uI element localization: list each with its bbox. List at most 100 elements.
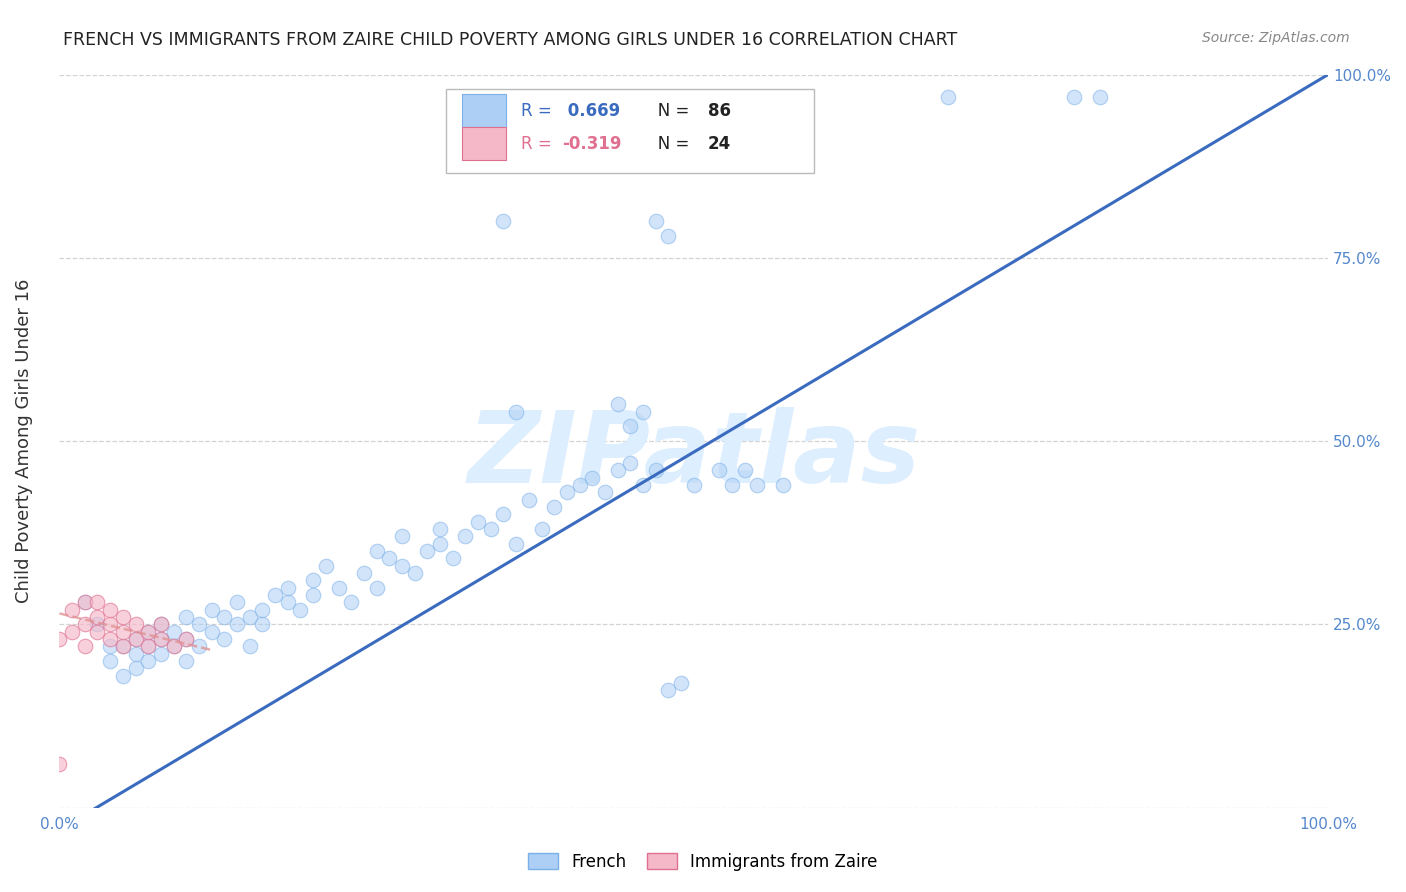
Text: FRENCH VS IMMIGRANTS FROM ZAIRE CHILD POVERTY AMONG GIRLS UNDER 16 CORRELATION C: FRENCH VS IMMIGRANTS FROM ZAIRE CHILD PO…: [63, 31, 957, 49]
Point: [264, 588, 287, 602]
Point: [136, 640, 159, 654]
Point: [201, 603, 224, 617]
Point: [136, 654, 159, 668]
Point: [124, 647, 146, 661]
Point: [111, 640, 134, 654]
Point: [60, 624, 83, 639]
Point: [136, 624, 159, 639]
Point: [721, 478, 744, 492]
Point: [479, 522, 502, 536]
FancyBboxPatch shape: [461, 95, 506, 128]
Point: [429, 522, 451, 536]
Point: [98, 654, 121, 668]
Point: [73, 617, 96, 632]
Point: [454, 529, 477, 543]
Point: [682, 478, 704, 492]
Point: [149, 632, 172, 646]
Point: [555, 485, 578, 500]
Point: [124, 661, 146, 675]
Point: [124, 632, 146, 646]
Point: [86, 624, 108, 639]
Point: [86, 610, 108, 624]
Point: [226, 617, 249, 632]
Point: [149, 617, 172, 632]
Point: [1063, 89, 1085, 103]
Point: [441, 551, 464, 566]
Point: [353, 566, 375, 580]
Point: [111, 624, 134, 639]
Point: [201, 624, 224, 639]
Point: [136, 624, 159, 639]
Point: [60, 603, 83, 617]
Point: [174, 654, 197, 668]
Point: [619, 419, 641, 434]
Point: [174, 632, 197, 646]
Point: [302, 574, 325, 588]
Point: [277, 581, 299, 595]
Point: [73, 640, 96, 654]
Point: [606, 463, 628, 477]
Point: [747, 478, 769, 492]
Text: N =: N =: [641, 102, 695, 120]
Point: [429, 537, 451, 551]
Text: 86: 86: [707, 102, 731, 120]
Point: [98, 640, 121, 654]
Point: [111, 610, 134, 624]
Point: [378, 551, 401, 566]
Point: [669, 676, 692, 690]
Point: [619, 456, 641, 470]
Point: [162, 640, 184, 654]
Point: [98, 603, 121, 617]
Point: [568, 478, 591, 492]
Point: [239, 610, 262, 624]
Point: [48, 632, 70, 646]
Point: [391, 529, 413, 543]
Point: [290, 603, 312, 617]
Point: [252, 617, 274, 632]
Point: [657, 683, 679, 698]
Point: [136, 640, 159, 654]
Point: [48, 756, 70, 771]
Point: [174, 632, 197, 646]
Y-axis label: Child Poverty Among Girls Under 16: Child Poverty Among Girls Under 16: [15, 279, 32, 603]
Point: [734, 463, 756, 477]
Point: [505, 537, 527, 551]
Point: [98, 617, 121, 632]
Point: [530, 522, 553, 536]
Point: [492, 214, 515, 228]
Point: [239, 640, 262, 654]
Point: [111, 669, 134, 683]
Point: [149, 617, 172, 632]
Point: [252, 603, 274, 617]
Point: [149, 647, 172, 661]
Point: [606, 397, 628, 411]
Text: R =: R =: [522, 102, 557, 120]
Point: [188, 640, 211, 654]
Point: [366, 581, 388, 595]
Point: [366, 544, 388, 558]
Point: [492, 508, 515, 522]
Point: [86, 617, 108, 632]
Point: [86, 595, 108, 609]
Text: Source: ZipAtlas.com: Source: ZipAtlas.com: [1202, 31, 1350, 45]
Point: [214, 610, 236, 624]
Point: [111, 640, 134, 654]
Point: [772, 478, 794, 492]
Point: [543, 500, 565, 514]
Point: [1088, 89, 1111, 103]
Point: [188, 617, 211, 632]
Text: R =: R =: [522, 135, 557, 153]
Text: -0.319: -0.319: [562, 135, 621, 153]
FancyBboxPatch shape: [446, 89, 814, 174]
Point: [416, 544, 439, 558]
Point: [315, 558, 337, 573]
Point: [174, 610, 197, 624]
Point: [162, 624, 184, 639]
Point: [517, 492, 540, 507]
Point: [302, 588, 325, 602]
Point: [73, 595, 96, 609]
Point: [644, 214, 666, 228]
Point: [162, 640, 184, 654]
Point: [391, 558, 413, 573]
Point: [277, 595, 299, 609]
